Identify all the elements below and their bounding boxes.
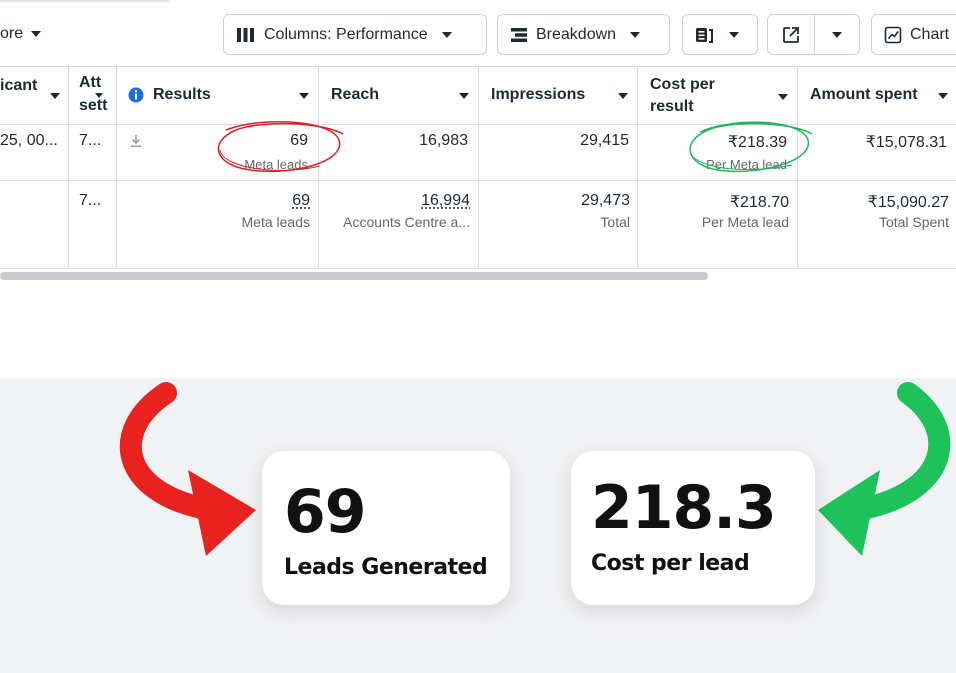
header-reach[interactable]: Reach xyxy=(331,66,476,124)
results-total: 69 xyxy=(292,192,310,209)
column-divider xyxy=(797,66,798,268)
caret-down-icon xyxy=(630,31,641,38)
chart-label: Chart xyxy=(910,25,950,43)
caret-down-icon xyxy=(299,93,309,99)
leads-caption: Leads Generated xyxy=(284,555,488,580)
column-divider xyxy=(478,66,479,268)
caret-down-icon xyxy=(459,93,469,99)
caret-down-icon xyxy=(441,31,452,38)
caret-down-icon xyxy=(618,93,628,99)
export-dropdown[interactable] xyxy=(813,15,860,54)
amount-spent-cell: ₹15,078.31 xyxy=(865,134,947,151)
toolbar-divider xyxy=(0,0,170,2)
cost-per-lead-value: 218.3 xyxy=(591,473,777,543)
impressions-total-sub: Total xyxy=(600,214,630,230)
caret-down-icon xyxy=(938,93,948,99)
impressions-total: 29,473 xyxy=(581,192,630,209)
columns-button[interactable]: Columns: Performance xyxy=(223,14,487,55)
cost-per-result-sub: Per Meta lead xyxy=(706,157,787,172)
header-impressions[interactable]: Impressions xyxy=(491,66,635,124)
column-divider xyxy=(637,66,638,268)
cost-per-result-total: ₹218.70 xyxy=(729,194,789,211)
caret-down-icon xyxy=(31,31,42,37)
reach-cell: 16,983 xyxy=(419,132,468,149)
attribution-cell: 7... xyxy=(79,192,102,209)
cost-per-result-total-sub: Per Meta lead xyxy=(701,214,789,230)
amount-spent-total: ₹15,090.27 xyxy=(867,194,949,211)
reach-total: 16,994 xyxy=(421,192,470,209)
header-significant[interactable]: icant xyxy=(0,66,66,124)
caret-down-icon xyxy=(729,31,739,38)
leads-card: 69 Leads Generated xyxy=(262,451,510,605)
leads-value: 69 xyxy=(284,477,366,547)
chart-button[interactable]: Chart xyxy=(871,14,956,55)
breakdown-icon xyxy=(511,27,527,42)
column-divider xyxy=(68,66,69,268)
header-amount-spent[interactable]: Amount spent xyxy=(810,66,956,124)
cost-per-lead-caption: Cost per lead xyxy=(591,551,750,576)
caret-down-icon xyxy=(831,31,842,38)
ads-toolbar: ore Columns: Performance Breakdown xyxy=(0,0,956,66)
cost-per-result-cell: ₹218.39 xyxy=(727,134,787,151)
columns-label: Columns: Performance xyxy=(264,25,428,43)
amount-spent-total-sub: Total Spent xyxy=(878,214,949,230)
export-split-button xyxy=(767,14,860,55)
cost-per-lead-card: 218.3 Cost per lead xyxy=(571,451,815,605)
more-dropdown[interactable]: ore xyxy=(0,25,42,43)
export-button[interactable] xyxy=(768,15,814,54)
attribution-cell: 7... xyxy=(79,132,102,149)
chart-icon xyxy=(884,26,902,43)
results-cell: 69 xyxy=(290,132,308,149)
results-total-sub: Meta leads xyxy=(241,214,310,230)
breakdown-button[interactable]: Breakdown xyxy=(497,14,670,55)
caret-down-icon xyxy=(778,94,788,100)
columns-icon xyxy=(237,27,254,42)
horizontal-scrollbar[interactable] xyxy=(0,272,708,280)
table-border xyxy=(0,268,956,269)
reach-total-sub: Accounts Centre a... xyxy=(343,214,470,230)
info-icon xyxy=(128,87,144,103)
results-sub: Meta leads xyxy=(244,157,308,172)
caret-down-icon xyxy=(50,93,60,99)
reports-icon xyxy=(696,27,713,43)
column-divider xyxy=(318,66,319,268)
header-cost-per-result[interactable]: Cost per result xyxy=(650,66,795,124)
significant-cell: 25, 00... xyxy=(0,132,58,149)
caret-down-icon xyxy=(95,93,103,98)
header-attribution-setting[interactable]: Att sett xyxy=(79,74,108,114)
breakdown-label: Breakdown xyxy=(536,25,617,43)
more-label: ore xyxy=(0,25,24,42)
download-icon[interactable] xyxy=(130,134,142,148)
header-results[interactable]: Results xyxy=(128,66,316,124)
export-icon xyxy=(782,26,799,43)
column-divider xyxy=(116,66,117,268)
reports-button[interactable] xyxy=(682,14,758,55)
impressions-cell: 29,415 xyxy=(580,132,629,149)
